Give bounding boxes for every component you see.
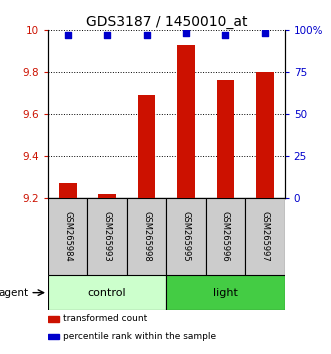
Text: control: control	[88, 288, 126, 298]
Bar	[177, 45, 195, 198]
Point	[65, 32, 71, 38]
Text: GSM265998: GSM265998	[142, 211, 151, 262]
Text: GSM265996: GSM265996	[221, 211, 230, 262]
Bar	[48, 275, 166, 310]
Bar	[138, 95, 156, 198]
Bar	[166, 198, 206, 275]
Text: agent: agent	[0, 288, 28, 298]
Point	[105, 32, 110, 38]
Bar	[59, 183, 76, 198]
Text: GSM265995: GSM265995	[181, 211, 191, 262]
Bar	[127, 198, 166, 275]
Text: GSM265993: GSM265993	[103, 211, 112, 262]
Text: GSM265984: GSM265984	[63, 211, 72, 262]
Point	[223, 32, 228, 38]
Bar	[98, 194, 116, 198]
Text: light: light	[213, 288, 238, 298]
Text: transformed count: transformed count	[63, 314, 148, 324]
Title: GDS3187 / 1450010_at: GDS3187 / 1450010_at	[86, 15, 247, 29]
Bar	[206, 198, 245, 275]
Bar	[245, 198, 285, 275]
Bar	[256, 72, 274, 198]
Point	[183, 30, 189, 36]
Bar	[48, 198, 87, 275]
Bar	[166, 275, 285, 310]
Point	[144, 32, 149, 38]
Bar	[48, 333, 59, 339]
Point	[262, 30, 267, 35]
Bar	[216, 80, 234, 198]
Text: percentile rank within the sample: percentile rank within the sample	[63, 332, 216, 341]
Text: GSM265997: GSM265997	[260, 211, 269, 262]
Bar	[87, 198, 127, 275]
Bar	[48, 316, 59, 322]
